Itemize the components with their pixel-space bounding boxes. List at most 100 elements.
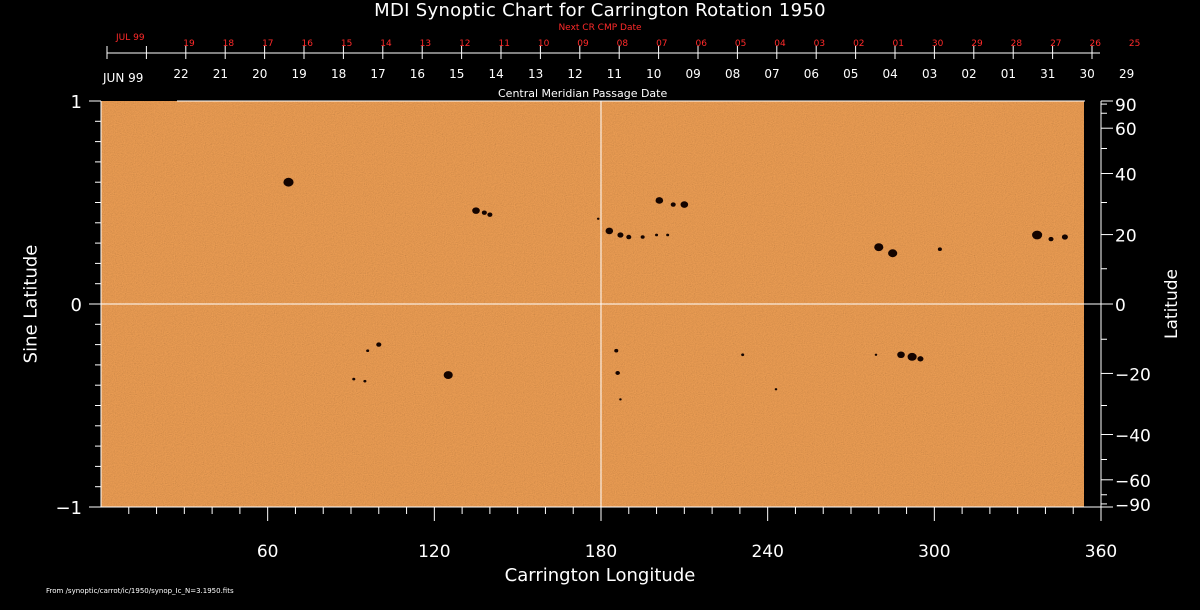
cmp-date-label: 14: [489, 67, 504, 81]
next-date-label: 16: [301, 39, 313, 49]
cmp-date-label: 03: [922, 67, 937, 81]
sunspot: [1061, 234, 1068, 240]
sunspot: [917, 356, 924, 362]
sunspot: [366, 349, 370, 353]
next-date-label: 03: [814, 39, 825, 49]
cmp-date-label: 07: [764, 67, 779, 81]
next-date-label: 10: [538, 39, 550, 49]
next-date-label: 19: [183, 39, 195, 49]
sunspot: [888, 249, 898, 258]
next-date-label: 14: [380, 39, 392, 49]
y-tick-label-left: 0: [71, 295, 82, 316]
central-meridian-label: Central Meridian Passage Date: [498, 87, 668, 100]
next-date-label: 27: [1050, 39, 1061, 49]
cmp-date-label: 17: [370, 67, 385, 81]
next-date-label: 25: [1129, 39, 1140, 49]
cmp-date-label: 19: [292, 67, 307, 81]
sunspot: [617, 232, 624, 238]
cmp-date-label: 16: [410, 67, 425, 81]
next-date-label: 04: [774, 39, 786, 49]
sunspot: [487, 212, 493, 217]
cmp-date-label: 05: [843, 67, 858, 81]
next-date-label: 02: [853, 39, 864, 49]
y-tick-label-right: 60: [1115, 120, 1137, 140]
cmp-date-label: 08: [725, 67, 740, 81]
x-tick-label: 240: [751, 542, 783, 562]
sunspot: [614, 348, 619, 353]
next-date-label: 01: [892, 39, 903, 49]
y-tick-label-right: 0: [1115, 296, 1126, 316]
source-note: From /synoptic/carrot/ic/1950/synop_Ic_N…: [46, 587, 234, 595]
cmp-date-label: 22: [173, 67, 188, 81]
cmp-date-label: 30: [1080, 67, 1095, 81]
sunspot: [907, 352, 917, 361]
cmp-date-label: 29: [1119, 67, 1134, 81]
y-tick-label-right: −60: [1115, 472, 1151, 492]
sunspot: [655, 197, 664, 204]
sunspot: [615, 371, 620, 375]
sunspot: [481, 210, 487, 215]
next-date-label: 06: [695, 39, 707, 49]
cmp-date-label: 04: [883, 67, 898, 81]
next-date-label: 09: [577, 39, 589, 49]
sunspot: [640, 235, 645, 239]
cmp-date-label: 11: [607, 67, 622, 81]
sunspot: [619, 398, 622, 401]
cmp-date-label: 12: [567, 67, 582, 81]
next-date-label: 26: [1089, 39, 1101, 49]
y-tick-label-left: 1: [71, 92, 82, 113]
sunspot: [596, 217, 600, 220]
sunspot: [774, 388, 778, 391]
sunspot: [605, 227, 614, 235]
cmp-date-label: 01: [1001, 67, 1016, 81]
y-axis-ticks: 1 0 −1 90 60 40 20 0 −20 −40 −60 −90: [55, 92, 1150, 519]
next-date-label: 29: [971, 39, 983, 49]
next-date-label: 30: [932, 39, 944, 49]
y-tick-label-right: −90: [1115, 496, 1151, 516]
y-tick-label-right: 90: [1115, 96, 1137, 116]
x-tick-label: 360: [1085, 542, 1117, 562]
sunspot: [352, 377, 356, 381]
sunspot-layer: [283, 177, 1068, 401]
next-date-label: 17: [262, 39, 273, 49]
sunspot: [897, 351, 905, 359]
sunspot: [670, 202, 676, 207]
sunspot: [472, 207, 480, 214]
sunspot: [874, 243, 884, 252]
sunspot: [680, 201, 689, 208]
sunspot: [1032, 230, 1043, 240]
cmp-date-label: 31: [1040, 67, 1055, 81]
next-date-label: 18: [223, 39, 235, 49]
sunspot: [666, 233, 670, 237]
sunspot: [655, 233, 659, 237]
y-axis-label-left: Sine Latitude: [20, 244, 42, 364]
cmp-date-label: 10: [646, 67, 661, 81]
cmp-date-label: 02: [961, 67, 976, 81]
sunspot: [741, 353, 745, 357]
sunspot: [363, 379, 367, 383]
y-tick-label-left: −1: [55, 498, 82, 519]
cmp-date-label: 15: [449, 67, 464, 81]
next-date-label: 05: [735, 39, 746, 49]
next-date-label: 08: [617, 39, 629, 49]
next-date-label: 13: [420, 39, 431, 49]
next-date-label: 15: [341, 39, 352, 49]
next-cr-cmp-label: Next CR CMP Date: [558, 23, 642, 33]
x-tick-label: 300: [918, 542, 950, 562]
x-tick-label: 120: [418, 542, 450, 562]
next-date-label: 12: [459, 39, 470, 49]
y-tick-label-right: 20: [1115, 227, 1137, 247]
x-axis-ticks: 60 120 180 240 300 360: [128, 507, 1117, 562]
sunspot: [443, 371, 453, 380]
x-tick-label: 180: [585, 542, 617, 562]
x-tick-label: 60: [257, 542, 279, 562]
cmp-date-axis: JUL 99 19 18 17 16 15 14 13 12 11 10 09 08 07 06 05 04 03…: [102, 33, 1140, 85]
next-date-label: 07: [656, 39, 667, 49]
y-axis-label-right: Latitude: [1162, 269, 1182, 339]
sunspot: [1048, 236, 1054, 242]
sunspot: [283, 177, 294, 187]
sunspot: [937, 247, 942, 251]
cmp-date-label: 13: [528, 67, 543, 81]
y-tick-label-right: 40: [1115, 166, 1137, 186]
